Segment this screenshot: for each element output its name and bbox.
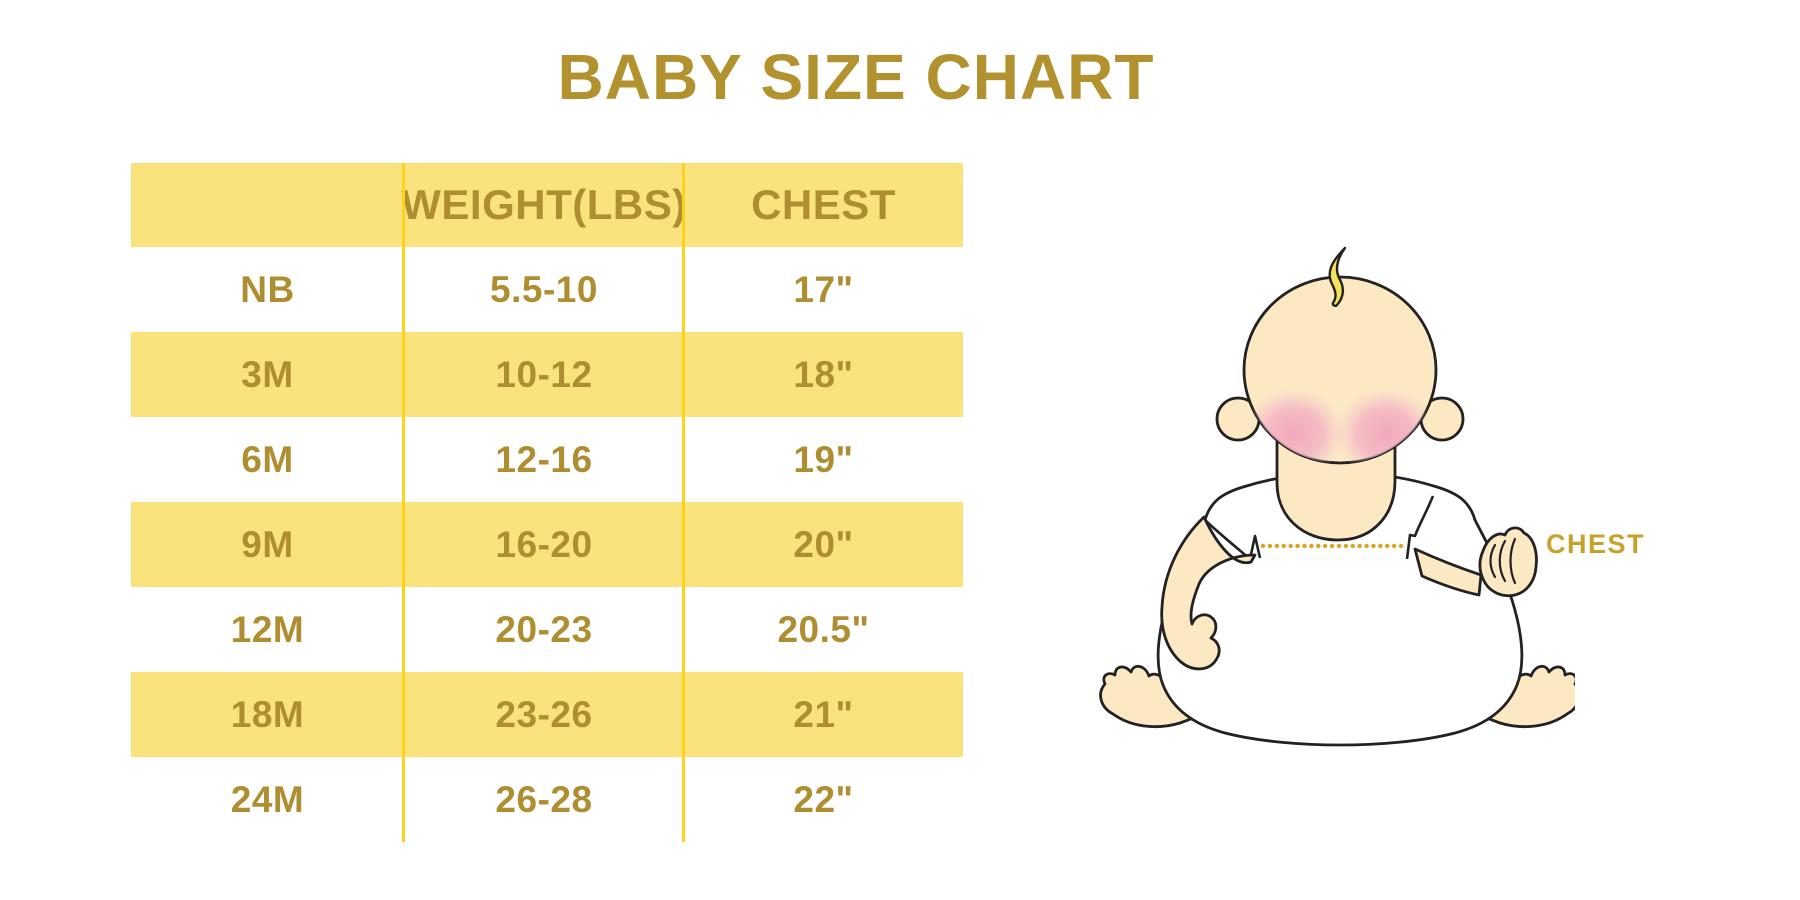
table-row: 6M 12-16 19" [131,417,963,502]
cell-chest: 21" [793,693,854,735]
table-row: NB 5.5-10 17" [131,247,963,332]
cell-chest: 20" [793,523,854,565]
cell-weight: 20-23 [495,608,593,650]
baby-illustration [1005,215,1581,755]
cell-size: 9M [241,523,294,565]
baby-right-fist [1478,526,1538,598]
cell-weight: 16-20 [495,523,593,565]
table-row: 12M 20-23 20.5" [131,587,963,672]
header-cell-size [131,163,404,247]
cell-size: NB [240,268,295,310]
right-sleeve-seam [1405,495,1435,560]
cell-size: 3M [241,353,294,395]
column-divider [682,163,685,842]
header-cell-chest: CHEST [751,181,896,228]
cell-size: 24M [230,778,305,820]
cell-weight: 5.5-10 [490,268,598,310]
fist-finger-lines [1489,537,1517,585]
chest-label: CHEST [1546,529,1646,559]
table-header-row: WEIGHT(LBS) CHEST [131,163,963,247]
cell-chest: 19" [793,438,854,480]
cell-weight: 12-16 [495,438,593,480]
baby-left-arm [1160,515,1257,671]
baby-right-arm [1413,547,1483,597]
table-row: 3M 10-12 18" [131,332,963,417]
cell-weight: 26-28 [495,778,593,820]
table-row: 18M 23-26 21" [131,672,963,757]
cell-chest: 22" [793,778,854,820]
baby-hair-tuft [1328,246,1347,308]
table-row: 24M 26-28 22" [131,757,963,842]
column-divider [402,163,405,842]
size-table: WEIGHT(LBS) CHEST NB 5.5-10 17" 3M 10-12… [131,163,963,842]
header-cell-weight: WEIGHT(LBS) [401,181,687,228]
page-title: BABY SIZE CHART [557,41,1155,113]
cell-size: 6M [241,438,294,480]
cell-size: 12M [230,608,305,650]
cell-chest: 18" [793,353,854,395]
cell-size: 18M [230,693,305,735]
baby-illustration-svg [1099,246,1581,747]
cell-weight: 23-26 [495,693,593,735]
cell-chest: 17" [793,268,854,310]
cell-weight: 10-12 [495,353,593,395]
cell-chest: 20.5" [777,608,870,650]
table-row: 9M 16-20 20" [131,502,963,587]
